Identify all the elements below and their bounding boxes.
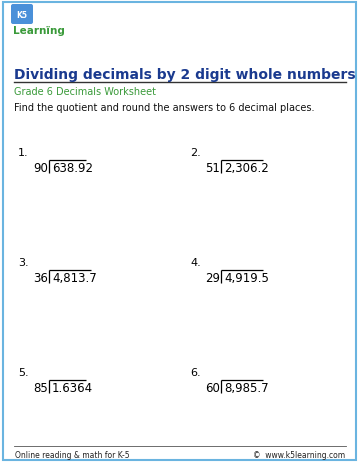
Text: 51: 51 <box>205 162 220 175</box>
Text: 3.: 3. <box>18 257 29 268</box>
FancyBboxPatch shape <box>11 5 33 25</box>
Text: 4,813.7: 4,813.7 <box>52 271 97 284</box>
Text: ©  www.k5learning.com: © www.k5learning.com <box>253 450 345 459</box>
Text: 90: 90 <box>33 162 48 175</box>
Text: Find the quotient and round the answers to 6 decimal places.: Find the quotient and round the answers … <box>14 103 314 113</box>
Text: 85: 85 <box>33 381 48 394</box>
Text: 2.: 2. <box>190 148 201 158</box>
Text: 60: 60 <box>205 381 220 394</box>
Text: 8,985.7: 8,985.7 <box>224 381 269 394</box>
Text: Dividing decimals by 2 digit whole numbers: Dividing decimals by 2 digit whole numbe… <box>14 68 356 82</box>
Text: K5: K5 <box>17 11 28 19</box>
Text: Online reading & math for K-5: Online reading & math for K-5 <box>15 450 130 459</box>
Text: 4.: 4. <box>190 257 201 268</box>
Text: 6.: 6. <box>190 367 201 377</box>
Text: Learnïng: Learnïng <box>13 26 65 36</box>
Text: 638.92: 638.92 <box>52 162 93 175</box>
Text: 1.6364: 1.6364 <box>52 381 93 394</box>
Text: 5.: 5. <box>18 367 29 377</box>
Text: Grade 6 Decimals Worksheet: Grade 6 Decimals Worksheet <box>14 87 156 97</box>
Text: 36: 36 <box>33 271 48 284</box>
Text: 1.: 1. <box>18 148 29 158</box>
Text: 4,919.5: 4,919.5 <box>224 271 269 284</box>
Text: 2,306.2: 2,306.2 <box>224 162 269 175</box>
Text: 29: 29 <box>205 271 220 284</box>
